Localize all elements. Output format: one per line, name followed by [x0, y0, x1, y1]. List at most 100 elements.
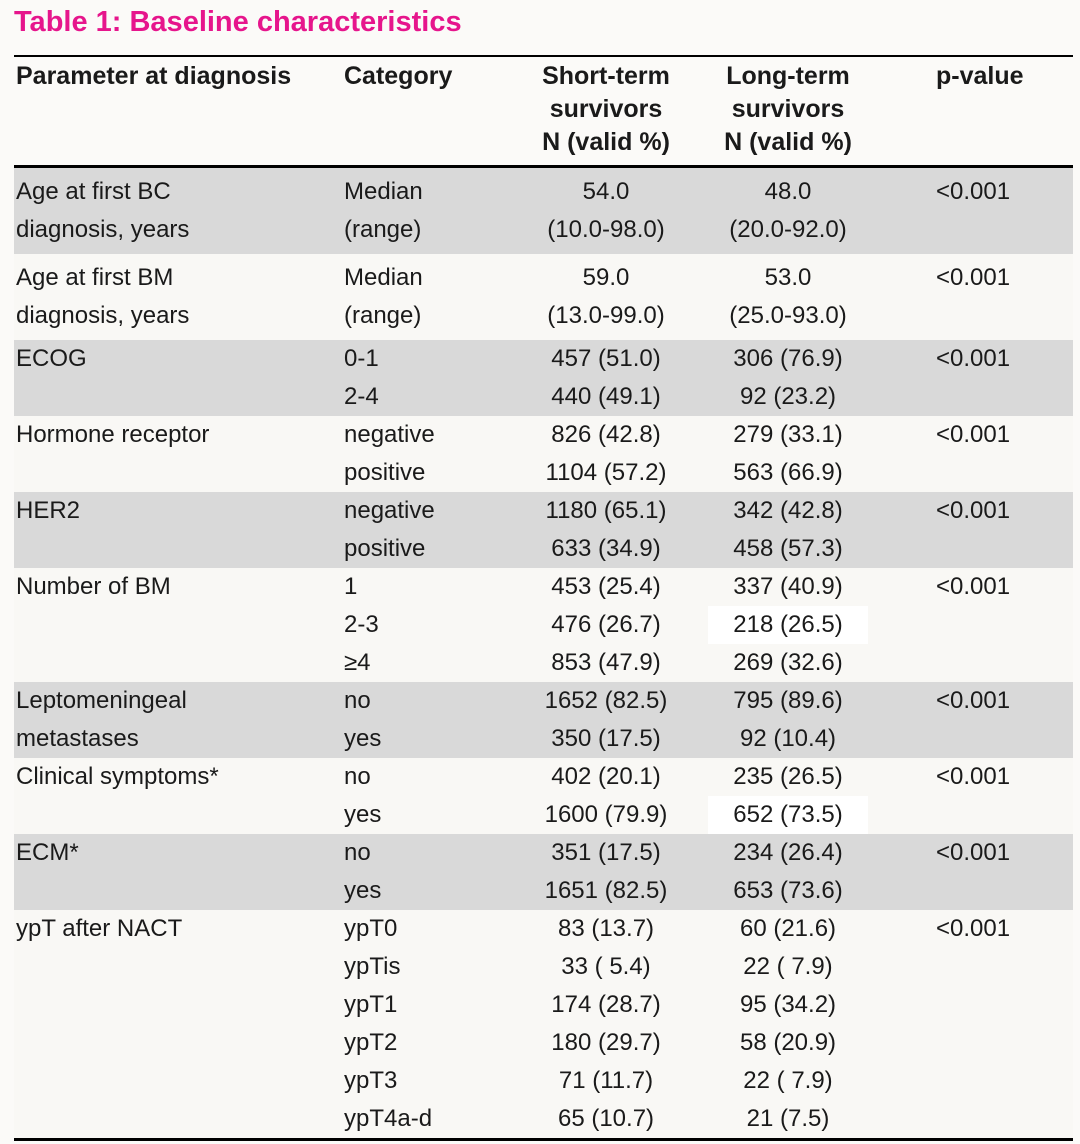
p-value-cell: <0.001	[868, 416, 1073, 492]
category-cell: no yes	[344, 834, 504, 910]
header-short-term-line: survivors	[549, 95, 663, 123]
long-term-value: 234 (26.4)	[733, 839, 843, 866]
short-term-cell: 351 (17.5) 1651 (82.5)	[504, 834, 708, 910]
short-term-value: 59.0	[582, 264, 630, 291]
long-term-value: (25.0-93.0)	[729, 302, 847, 329]
long-term-value: 60 (21.6)	[739, 915, 837, 942]
header-parameter-label: Parameter at diagnosis	[16, 62, 292, 90]
p-value-cell: <0.001	[868, 340, 1073, 416]
short-term-cell: 1180 (65.1) 633 (34.9)	[504, 492, 708, 568]
short-term-value: 65 (10.7)	[557, 1105, 655, 1132]
p-value-cell: <0.001	[868, 682, 1073, 758]
long-term-value: 279 (33.1)	[733, 421, 843, 448]
long-term-value: 563 (66.9)	[733, 459, 843, 486]
category-value: no	[344, 763, 371, 790]
long-term-cell: 234 (26.4) 653 (73.6)	[708, 834, 868, 910]
long-term-value: 21 (7.5)	[746, 1105, 830, 1132]
table-row: ECM* no yes 351 (17.5) 1651 (82.5) 234 (26.4)…	[14, 834, 1073, 910]
parameter-text: Number of BM	[16, 573, 171, 600]
short-term-value: 440 (49.1)	[551, 383, 661, 410]
header-p-value: p-value	[868, 60, 1073, 159]
table-row: ypT after NACT ypT0 ypTis ypT1 ypT2 ypT3 ypT4a…	[14, 910, 1073, 1138]
table-header-row: Parameter at diagnosis Category Short-te…	[14, 55, 1073, 168]
short-term-cell: 59.0 (13.0-99.0)	[504, 259, 708, 335]
long-term-value: (20.0-92.0)	[729, 216, 847, 243]
long-term-cell: 337 (40.9) 218 (26.5) 269 (32.6)	[708, 568, 868, 682]
category-cell: ypT0 ypTis ypT1 ypT2 ypT3 ypT4a-d	[344, 910, 504, 1138]
short-term-cell: 54.0 (10.0-98.0)	[504, 173, 708, 249]
category-cell: negative positive	[344, 492, 504, 568]
parameter-text: ECM*	[16, 839, 79, 866]
short-term-cell: 402 (20.1) 1600 (79.9)	[504, 758, 708, 834]
category-value: yes	[344, 801, 382, 828]
category-value: negative	[344, 421, 435, 448]
parameter-text: Age at first BM	[16, 264, 174, 291]
category-value: 0-1	[344, 345, 379, 372]
long-term-value: 269 (32.6)	[733, 649, 843, 676]
table-row: Number of BM 1 2-3 ≥4 453 (25.4) 476 (26.7) 85…	[14, 568, 1073, 682]
category-value: negative	[344, 497, 435, 524]
category-value: 2-3	[344, 611, 379, 638]
short-term-value: (10.0-98.0)	[547, 216, 665, 243]
parameter-cell: Age at first BM diagnosis, years	[14, 259, 344, 335]
long-term-value: 92 (10.4)	[739, 725, 837, 752]
short-term-cell: 453 (25.4) 476 (26.7) 853 (47.9)	[504, 568, 708, 682]
p-value-text: <0.001	[936, 839, 1011, 866]
category-cell: no yes	[344, 758, 504, 834]
category-value: ypT1	[344, 991, 398, 1018]
parameter-text: diagnosis, years	[16, 302, 190, 329]
long-term-value: 306 (76.9)	[733, 345, 843, 372]
header-short-term-line: N (valid %)	[542, 128, 670, 156]
long-term-value: 58 (20.9)	[739, 1029, 837, 1056]
category-cell: no yes	[344, 682, 504, 758]
short-term-value: 351 (17.5)	[551, 839, 661, 866]
long-term-value: 342 (42.8)	[733, 497, 843, 524]
parameter-cell: Leptomeningeal metastases	[14, 682, 344, 758]
p-value-text: <0.001	[936, 687, 1011, 714]
p-value-text: <0.001	[936, 178, 1011, 205]
short-term-value: 457 (51.0)	[551, 345, 661, 372]
category-value: no	[344, 839, 371, 866]
category-value: Median	[344, 264, 423, 291]
long-term-value: 795 (89.6)	[733, 687, 843, 714]
p-value-cell: <0.001	[868, 492, 1073, 568]
short-term-value: 71 (11.7)	[558, 1067, 654, 1094]
category-value: ypT0	[344, 915, 398, 942]
long-term-cell: 48.0 (20.0-92.0)	[708, 173, 868, 249]
parameter-cell: Clinical symptoms*	[14, 758, 344, 834]
short-term-value: 83 (13.7)	[557, 915, 655, 942]
long-term-cell: 795 (89.6) 92 (10.4)	[708, 682, 868, 758]
category-value: ypT4a-d	[344, 1105, 433, 1132]
category-value: (range)	[344, 302, 422, 329]
short-term-cell: 83 (13.7) 33 ( 5.4) 174 (28.7) 180 (29.7) 71…	[504, 910, 708, 1138]
parameter-cell: HER2	[14, 492, 344, 568]
parameter-text: Age at first BC	[16, 178, 171, 205]
header-long-term-line: N (valid %)	[724, 128, 852, 156]
category-value: ypTis	[344, 953, 401, 980]
table-row: ECOG 0-1 2-4 457 (51.0) 440 (49.1) 306 (76.9)…	[14, 340, 1073, 416]
category-value: ≥4	[344, 649, 371, 676]
category-cell: negative positive	[344, 416, 504, 492]
short-term-value: 350 (17.5)	[551, 725, 661, 752]
short-term-value: 1600 (79.9)	[544, 801, 668, 828]
category-value: yes	[344, 725, 382, 752]
header-category-label: Category	[344, 62, 453, 90]
p-value-text: <0.001	[936, 763, 1011, 790]
short-term-cell: 457 (51.0) 440 (49.1)	[504, 340, 708, 416]
long-term-value: 48.0	[764, 178, 812, 205]
short-term-value: 633 (34.9)	[551, 535, 661, 562]
short-term-value: 180 (29.7)	[551, 1029, 661, 1056]
long-term-value: 653 (73.6)	[733, 877, 843, 904]
category-cell: 0-1 2-4	[344, 340, 504, 416]
category-value: 2-4	[344, 383, 379, 410]
short-term-value: 54.0	[582, 178, 630, 205]
long-term-value: 218 (26.5)	[708, 606, 868, 644]
parameter-text: ypT after NACT	[16, 915, 183, 942]
parameter-cell: ECM*	[14, 834, 344, 910]
parameter-cell: ypT after NACT	[14, 910, 344, 1138]
table-body: Age at first BC diagnosis, years Median (ra…	[14, 168, 1073, 1141]
table-title: Table 1: Baseline characteristics	[14, 6, 462, 38]
parameter-text: ECOG	[16, 345, 87, 372]
short-term-value: 1104 (57.2)	[545, 459, 667, 486]
